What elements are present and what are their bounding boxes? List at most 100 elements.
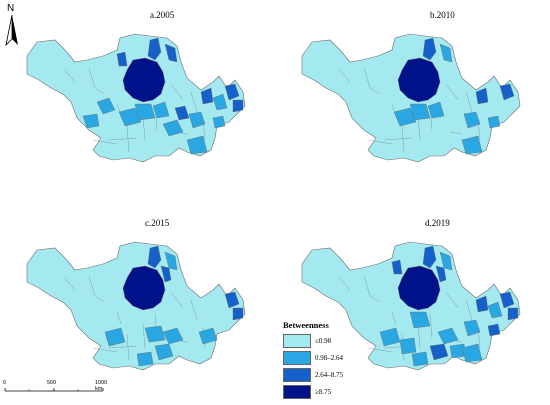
district-e7: [232, 307, 244, 321]
district-c4: [144, 325, 166, 343]
legend-item: 0.98–2.64: [283, 351, 373, 366]
legend-item: ≥8.75: [283, 385, 373, 400]
map-region-group: [301, 241, 521, 371]
district-s1: [154, 343, 174, 361]
district-e5: [499, 83, 515, 101]
panel-title: b.2010: [430, 10, 455, 20]
district-s3: [461, 135, 483, 155]
legend-label: ≥8.75: [315, 388, 332, 396]
legend-label: 0.98–2.64: [315, 354, 343, 362]
district-n2: [435, 265, 447, 283]
district-core: [122, 265, 166, 311]
district-c6: [162, 119, 184, 137]
legend-swatch: [283, 334, 311, 348]
panel-title: c.2015: [145, 218, 170, 228]
district-n1: [147, 37, 162, 61]
legend-item: 2.64–8.75: [283, 368, 373, 383]
legend-swatch: [283, 368, 311, 382]
district-c1: [379, 327, 401, 347]
choropleth-map: [26, 33, 246, 163]
legend-title: Betweenness: [283, 320, 329, 330]
map-panel-2005: a.2005: [5, 10, 270, 185]
district-c2: [118, 107, 142, 127]
legend-item: ≤0.98: [283, 334, 373, 349]
district-e6: [487, 323, 501, 337]
choropleth-map: [301, 241, 521, 371]
legend-label: ≤0.98: [315, 337, 332, 345]
district-c2: [393, 107, 417, 127]
district-s4: [136, 351, 154, 367]
legend: Betweenness ≤0.98 0.98–2.64 2.64–8.75 ≥8…: [283, 320, 373, 402]
district-n1: [422, 245, 437, 269]
district-s3: [461, 343, 483, 363]
district-c3: [409, 311, 431, 329]
district-core: [122, 57, 166, 103]
choropleth-map: [26, 241, 246, 371]
choropleth-map: [301, 33, 521, 163]
district-c5: [152, 101, 170, 119]
district-e2: [188, 111, 206, 129]
district-boundaries: [64, 275, 206, 361]
legend-swatch: [283, 385, 311, 399]
district-e2: [463, 319, 481, 337]
district-c7: [399, 337, 417, 355]
district-c3: [134, 103, 156, 121]
district-s3: [186, 135, 208, 155]
district-e2: [463, 111, 481, 129]
district-e6: [212, 115, 226, 129]
district-e1: [475, 295, 489, 313]
district-n3: [439, 251, 453, 271]
district-n4: [391, 259, 403, 275]
district-e7: [507, 307, 519, 321]
district-s4: [411, 351, 429, 367]
district-c6: [162, 327, 184, 345]
north-arrow-icon: [5, 14, 18, 47]
scale-tick-label: 0: [3, 380, 7, 386]
district-e7: [232, 99, 244, 113]
district-e5: [224, 83, 240, 101]
map-panel-2019: d.2019: [280, 218, 545, 393]
map-region-group: [26, 33, 246, 163]
district-s1: [429, 343, 449, 361]
district-core: [397, 57, 441, 103]
district-n1: [422, 37, 437, 61]
district-n2: [160, 265, 172, 283]
map-panel-2010: b.2010: [280, 10, 545, 185]
scale-tick-label: 500: [47, 380, 57, 386]
scale-bar-line: [4, 388, 104, 392]
district-n1: [147, 245, 162, 269]
map-region-group: [301, 33, 521, 163]
panel-title: d.2019: [425, 218, 450, 228]
district-c8: [174, 105, 190, 121]
district-w3: [82, 113, 100, 129]
district-core: [397, 265, 441, 311]
district-e3: [198, 327, 218, 345]
north-arrow: N: [3, 3, 23, 49]
district-e6: [487, 115, 501, 129]
district-w1: [96, 97, 116, 115]
scale-tick-label: 1000 km: [95, 380, 108, 392]
legend-swatch: [283, 351, 311, 365]
district-c3: [409, 103, 431, 121]
district-n3: [164, 251, 178, 271]
district-e5: [224, 291, 240, 309]
district-boundaries: [64, 67, 206, 153]
district-e1: [475, 87, 489, 105]
district-c6: [437, 327, 459, 345]
north-label: N: [7, 3, 15, 14]
panel-title: a.2005: [150, 10, 175, 20]
district-e4: [212, 93, 228, 111]
district-c5: [427, 101, 445, 119]
map-panel-2015: c.2015: [5, 218, 270, 393]
district-e5: [499, 291, 515, 309]
district-boundaries: [339, 67, 481, 153]
scale-bar: 0 500 1000 km: [0, 380, 110, 405]
district-n3: [164, 43, 178, 63]
district-n3: [439, 43, 453, 63]
map-region-group: [26, 241, 246, 371]
district-n4: [116, 51, 128, 67]
district-e1: [200, 87, 214, 105]
legend-label: 2.64–8.75: [315, 371, 343, 379]
district-c1: [104, 327, 126, 347]
district-e4: [487, 301, 503, 319]
